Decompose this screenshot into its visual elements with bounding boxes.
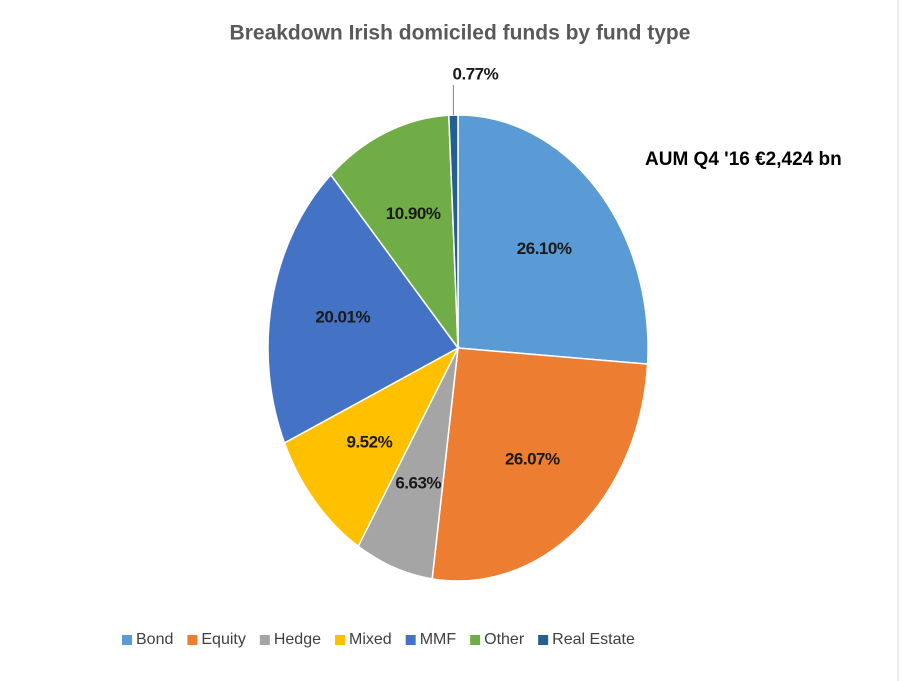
legend-swatch xyxy=(259,635,270,645)
legend-label: Hedge xyxy=(274,631,321,648)
legend-label: Real Estate xyxy=(552,631,635,648)
pie-slice xyxy=(431,347,649,582)
legend-swatch xyxy=(335,635,345,645)
pie-slice xyxy=(448,114,459,349)
legend-swatch xyxy=(470,635,481,645)
pie-slice xyxy=(267,173,460,445)
data-label: 20.01% xyxy=(315,308,370,327)
data-label: 0.77% xyxy=(453,65,499,84)
legend-swatch xyxy=(122,635,132,645)
legend-label: Mixed xyxy=(349,631,392,648)
data-label: 10.90% xyxy=(386,204,441,223)
pie-slice xyxy=(457,114,649,365)
legend-swatch xyxy=(187,635,198,645)
data-label: 26.07% xyxy=(505,450,560,469)
pie-slice xyxy=(329,114,459,351)
pie-slice xyxy=(283,346,460,548)
chart-title: Breakdown Irish domiciled funds by fund … xyxy=(230,22,691,45)
legend-label: Equity xyxy=(201,631,245,648)
data-label: 26.10% xyxy=(517,239,572,258)
annotation: AUM Q4 '16 €2,424 bn xyxy=(645,149,842,170)
legend-label: Other xyxy=(484,631,525,648)
data-label: 9.52% xyxy=(346,433,392,452)
data-label: 6.63% xyxy=(395,473,441,492)
legend-label: MMF xyxy=(420,631,457,648)
legend-label: Bond xyxy=(136,631,173,648)
legend-swatch xyxy=(405,635,416,645)
legend-swatch xyxy=(538,635,549,645)
